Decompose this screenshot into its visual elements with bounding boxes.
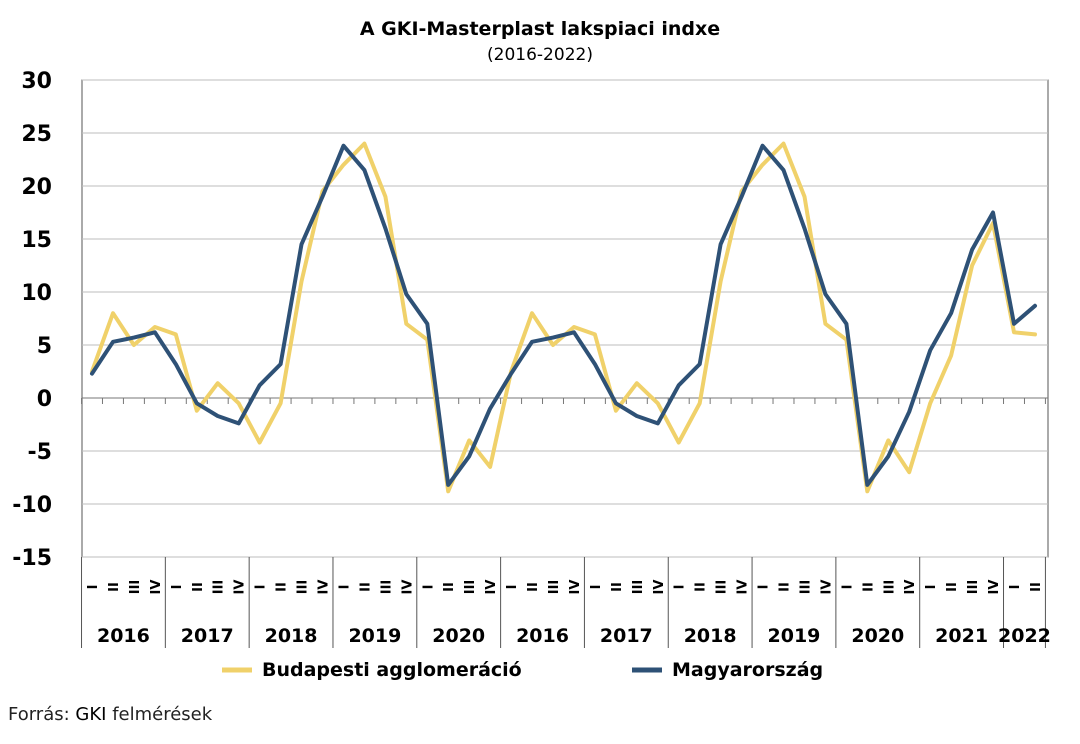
quarter-label: IV [316,580,331,595]
quarter-label: III [966,580,981,595]
y-tick-label: -5 [28,440,52,465]
y-tick-label: 15 [21,228,52,253]
source-note: Forrás: GKI felmérések [8,704,212,725]
series-line-budapest [90,141,1037,494]
series-lines [90,141,1037,494]
quarter-label: II [610,582,625,592]
chart-title: A GKI-Masterplast lakspiaci indxe [360,18,720,40]
quarter-label: II [107,582,122,592]
quarter-label: III [798,580,813,595]
quarter-label: II [777,582,792,592]
quarter-label: I [170,585,185,590]
legend-label: Budapesti agglomeráció [262,659,522,681]
quarter-label: I [86,585,101,590]
quarter-label: II [694,582,709,592]
y-tick-label: 10 [21,281,52,306]
y-tick-label: 0 [37,387,52,412]
quarter-label: I [337,585,352,590]
legend: Budapesti agglomeráció Magyarország [222,659,823,681]
y-tick-label: 5 [37,334,52,359]
quarter-label: II [526,582,541,592]
quarter-label: I [421,585,436,590]
year-label: 2020 [432,625,485,647]
quarter-label: IV [149,580,164,595]
legend-label: Magyarország [672,659,823,681]
quarter-label: I [924,585,939,590]
year-label: 2018 [684,625,737,647]
source-prefix: Forrás: [8,704,76,725]
quarter-label: I [505,585,520,590]
source-org: GKI [75,704,107,725]
chart-subtitle: (2016-2022) [487,45,593,65]
source-suffix: felmérések [106,704,213,725]
year-label: 2016 [516,625,569,647]
quarter-label: I [840,585,855,590]
quarter-label: II [442,582,457,592]
quarter-label: II [191,582,206,592]
quarter-label: I [673,585,688,590]
quarter-label: IV [484,580,499,595]
quarter-label: III [882,580,897,595]
year-label: 2018 [265,625,318,647]
quarter-label: IV [568,580,583,595]
year-label: 2017 [181,625,234,647]
series-line-magyarorszag [90,143,1037,487]
quarter-label: III [128,580,143,595]
plot-frame [81,79,1049,558]
line-chart: A GKI-Masterplast lakspiaci indxe (2016-… [12,18,1051,681]
quarter-label: IV [400,580,415,595]
year-label: 2020 [851,625,904,647]
year-label: 2022 [998,625,1051,647]
y-tick-label: 25 [21,122,52,147]
quarter-label: IV [233,580,248,595]
gridlines [81,79,1049,558]
quarter-label: III [379,580,394,595]
quarter-label: II [1029,582,1044,592]
quarter-label: IV [987,580,1002,595]
quarter-label: I [589,585,604,590]
quarter-label: III [715,580,730,595]
quarter-label: IV [903,580,918,595]
quarter-label: III [296,580,311,595]
year-label: 2017 [600,625,653,647]
quarter-label: II [358,582,373,592]
y-tick-label: -10 [12,493,52,518]
quarter-label: III [463,580,478,595]
y-tick-label: 20 [21,175,52,200]
y-tick-label: -15 [12,546,52,571]
year-label: 2019 [348,625,401,647]
quarter-label: III [631,580,646,595]
year-label: 2016 [97,625,150,647]
y-axis: 30 25 20 15 10 5 0 -5 -10 -15 [12,69,52,571]
year-label: 2021 [935,625,988,647]
quarter-label: III [212,580,227,595]
quarter-label: I [254,585,269,590]
quarter-label: IV [652,580,667,595]
year-label: 2019 [768,625,821,647]
quarter-label: II [861,582,876,592]
quarter-label: IV [736,580,751,595]
quarter-label: I [1008,585,1023,590]
quarter-label: II [945,582,960,592]
quarter-label: II [275,582,290,592]
y-tick-label: 30 [21,69,52,94]
quarter-label: III [547,580,562,595]
quarter-label: I [757,585,772,590]
quarter-label: IV [819,580,834,595]
